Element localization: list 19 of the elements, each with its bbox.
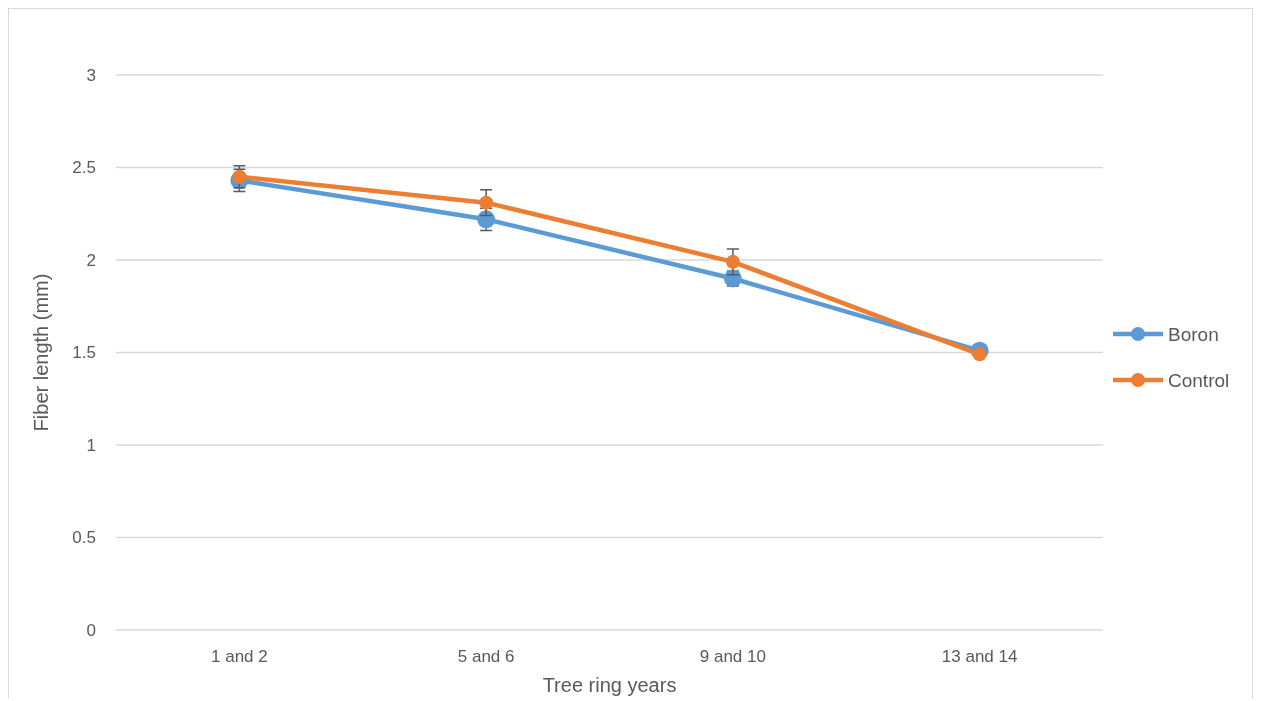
y-tick-label: 0.5 xyxy=(72,528,96,548)
legend-label: Boron xyxy=(1168,323,1219,345)
y-tick-label: 1.5 xyxy=(72,343,96,363)
point xyxy=(479,195,494,210)
x-tick-label: 5 and 6 xyxy=(457,647,515,666)
y-axis-title: Fiber length (mm) xyxy=(30,273,52,432)
x-tick-label: 1 and 2 xyxy=(211,647,268,666)
x-tick-label: 13 and 14 xyxy=(941,647,1018,666)
x-tick-label: 9 and 10 xyxy=(699,647,766,666)
x-axis-title: Tree ring years xyxy=(542,674,677,696)
y-tick-label: 1 xyxy=(86,435,96,455)
y-tick-label: 3 xyxy=(86,65,96,85)
y-tick-label: 2.5 xyxy=(72,158,96,178)
point xyxy=(972,347,987,362)
point xyxy=(725,254,740,269)
point xyxy=(232,169,247,184)
y-tick-label: 0 xyxy=(86,620,96,640)
y-tick-label: 2 xyxy=(86,250,96,270)
legend-label: Control xyxy=(1168,369,1230,391)
